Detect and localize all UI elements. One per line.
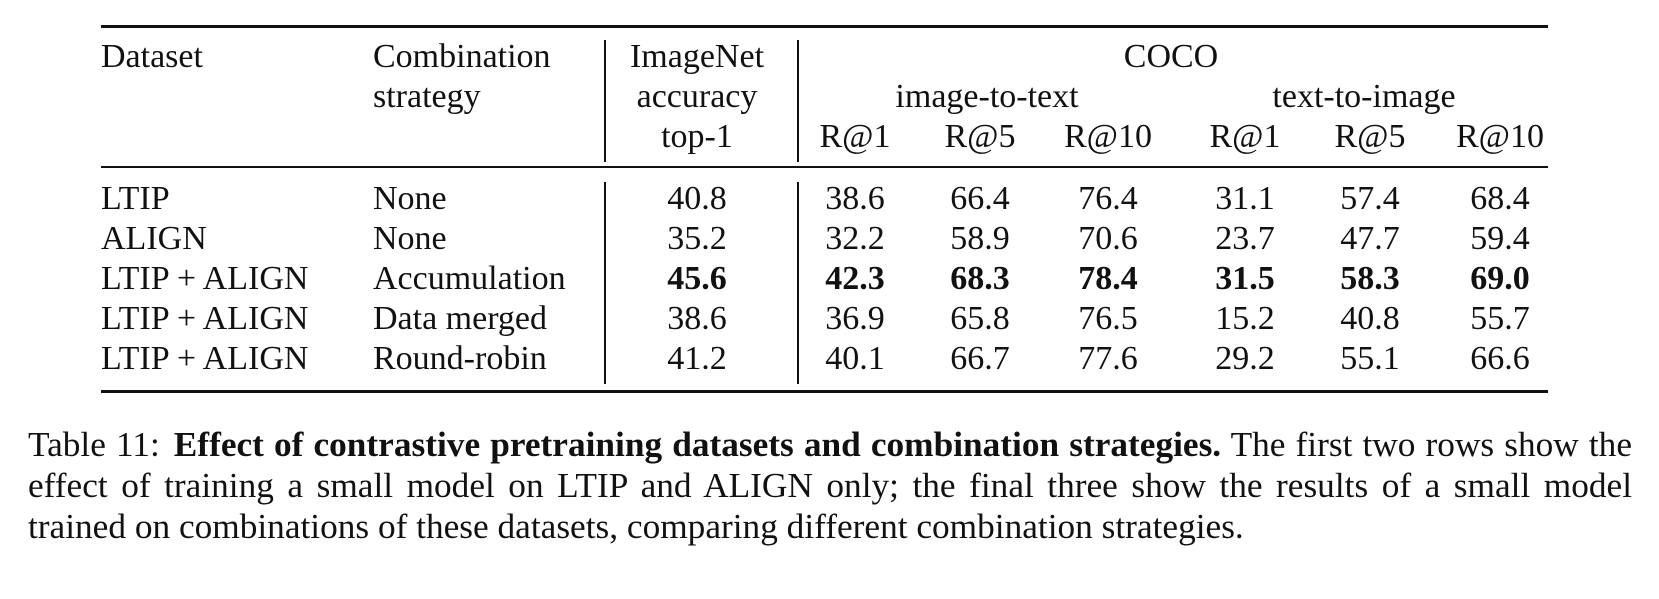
header-rule [101, 166, 1548, 168]
top-rule [101, 25, 1548, 28]
caption-label: Table 11: [28, 425, 160, 464]
cell-coco: 66.7 [950, 340, 1010, 377]
header-text-to-image: text-to-image [1272, 78, 1456, 115]
cell-coco-best: 58.3 [1340, 260, 1400, 297]
cell-coco: 40.1 [825, 340, 885, 377]
header-recall: R@1 [819, 118, 891, 155]
cell-strategy: None [373, 220, 447, 257]
caption-title: Effect of contrastive pretraining datase… [173, 425, 1222, 464]
column-separator [797, 182, 799, 384]
cell-dataset: ALIGN [101, 220, 207, 257]
cell-coco: 23.7 [1215, 220, 1275, 257]
cell-imagenet: 40.8 [667, 180, 727, 217]
cell-dataset: LTIP + ALIGN [101, 260, 309, 297]
cell-coco: 36.9 [825, 300, 885, 337]
header-combination-strategy: strategy [373, 78, 481, 115]
bottom-rule [101, 390, 1548, 393]
cell-coco: 15.2 [1215, 300, 1275, 337]
cell-dataset: LTIP + ALIGN [101, 340, 309, 377]
header-recall: R@1 [1209, 118, 1281, 155]
header-imagenet-accuracy: accuracy [636, 78, 758, 115]
cell-coco: 59.4 [1470, 220, 1530, 257]
header-image-to-text: image-to-text [895, 78, 1079, 115]
cell-coco: 57.4 [1340, 180, 1400, 217]
cell-coco: 29.2 [1215, 340, 1275, 377]
cell-imagenet-best: 45.6 [667, 260, 727, 297]
cell-coco: 31.1 [1215, 180, 1275, 217]
cell-coco-best: 42.3 [825, 260, 885, 297]
cell-dataset: LTIP + ALIGN [101, 300, 309, 337]
cell-imagenet: 41.2 [667, 340, 727, 377]
cell-coco: 70.6 [1078, 220, 1138, 257]
cell-coco: 40.8 [1340, 300, 1400, 337]
cell-strategy: Data merged [373, 300, 548, 337]
cell-coco-best: 68.3 [950, 260, 1010, 297]
header-imagenet-top1: top-1 [661, 118, 733, 155]
header-recall: R@10 [1064, 118, 1152, 155]
cell-coco: 66.4 [950, 180, 1010, 217]
cell-coco: 55.1 [1340, 340, 1400, 377]
header-coco: COCO [1123, 38, 1219, 75]
header-imagenet: ImageNet [629, 38, 765, 75]
cell-coco: 66.6 [1470, 340, 1530, 377]
cell-coco: 55.7 [1470, 300, 1530, 337]
cell-coco: 65.8 [950, 300, 1010, 337]
cell-strategy: None [373, 180, 447, 217]
cell-coco: 68.4 [1470, 180, 1530, 217]
cell-coco: 38.6 [825, 180, 885, 217]
cell-coco: 76.5 [1078, 300, 1138, 337]
header-combination: Combination [373, 38, 551, 75]
cell-coco: 58.9 [950, 220, 1010, 257]
cell-imagenet: 35.2 [667, 220, 727, 257]
header-recall: R@5 [944, 118, 1016, 155]
column-separator [604, 40, 606, 162]
cell-coco-best: 31.5 [1215, 260, 1275, 297]
caption-text: The first two rows show the effect of tr… [28, 425, 1632, 546]
header-recall: R@10 [1456, 118, 1544, 155]
column-separator [797, 40, 799, 162]
cell-coco-best: 69.0 [1470, 260, 1530, 297]
cell-coco: 77.6 [1078, 340, 1138, 377]
cell-coco-best: 78.4 [1078, 260, 1138, 297]
header-recall: R@5 [1334, 118, 1406, 155]
header-dataset: Dataset [101, 38, 203, 75]
cell-coco: 76.4 [1078, 180, 1138, 217]
column-separator [604, 182, 606, 384]
cell-coco: 47.7 [1340, 220, 1400, 257]
cell-dataset: LTIP [101, 180, 170, 217]
cell-strategy: Accumulation [373, 260, 566, 297]
table-caption: Table 11: Effect of contrastive pretraini… [28, 424, 1632, 547]
cell-imagenet: 38.6 [667, 300, 727, 337]
cell-coco: 32.2 [825, 220, 885, 257]
cell-strategy: Round-robin [373, 340, 547, 377]
